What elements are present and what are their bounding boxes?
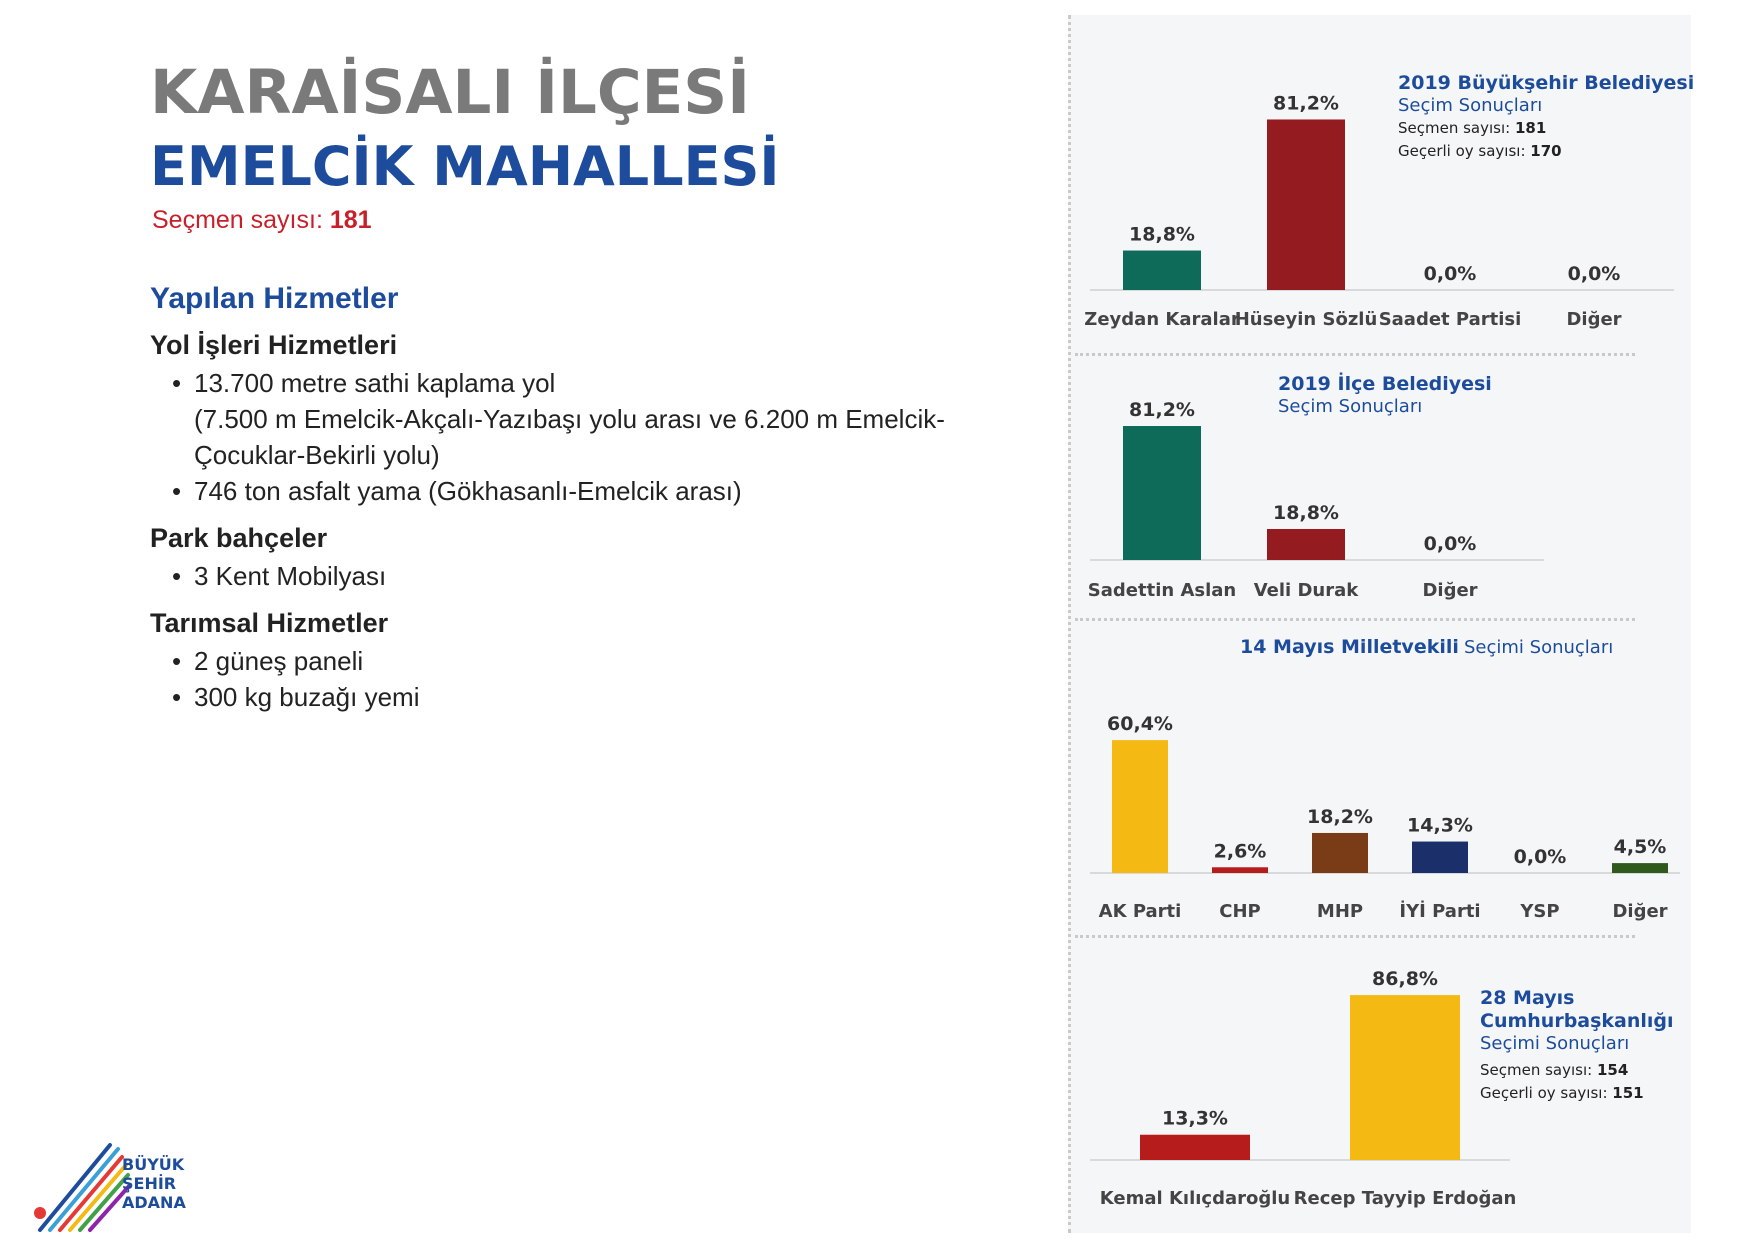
chart-bar bbox=[1140, 1134, 1250, 1160]
services-section: Yapılan Hizmetler Yol İşleri Hizmetleri … bbox=[150, 282, 970, 729]
section-divider bbox=[1075, 618, 1635, 621]
voter-count-value: 181 bbox=[329, 206, 372, 234]
chart-bar bbox=[1123, 426, 1201, 560]
meta-label: Seçmen sayısı: bbox=[1398, 119, 1511, 137]
data-label: 0,0% bbox=[1424, 533, 1477, 555]
category-label: Kemal Kılıçdaroğlu bbox=[1100, 1188, 1290, 1209]
meta-label: Geçerli oy sayısı: bbox=[1398, 142, 1526, 160]
meta-value: 181 bbox=[1514, 119, 1547, 137]
chart-subtitle: Seçimi Sonuçları bbox=[1480, 1033, 1630, 1054]
data-label: 4,5% bbox=[1614, 836, 1667, 858]
logo-line: ADANA bbox=[122, 1193, 186, 1212]
chart-title-text: 28 Mayıs Cumhurbaşkanlığı bbox=[1480, 987, 1674, 1032]
chart-bar bbox=[1312, 832, 1368, 873]
category-label: CHP bbox=[1219, 901, 1260, 922]
chart-bar bbox=[1112, 740, 1168, 873]
chart-caption: 2019 Büyükşehir Belediyesi Seçim Sonuçla… bbox=[1398, 72, 1694, 163]
data-label: 86,8% bbox=[1372, 968, 1438, 990]
chart-bar bbox=[1212, 867, 1268, 873]
data-label: 13,3% bbox=[1162, 1108, 1228, 1130]
service-item-detail: (7.500 m Emelcik-Akçalı-Yazıbaşı yolu ar… bbox=[194, 404, 945, 470]
chart-parliament-may14: 60,4% AK Parti 2,6% CHP 18,2% MHP 14,3% İYİ Par… bbox=[1090, 713, 1680, 922]
meta-value: 151 bbox=[1612, 1084, 1644, 1102]
category-label: YSP bbox=[1519, 901, 1559, 922]
voter-count-label: Seçmen sayısı: bbox=[152, 206, 323, 234]
chart-title: 28 Mayıs Cumhurbaşkanlığı bbox=[1480, 987, 1674, 1033]
chart-subtitle: Seçimi Sonuçları bbox=[1463, 637, 1614, 658]
data-label: 18,2% bbox=[1307, 806, 1373, 828]
meta-value: 154 bbox=[1596, 1061, 1629, 1079]
chart-bar bbox=[1412, 841, 1468, 873]
chart-subtitle: Seçim Sonuçları bbox=[1278, 396, 1423, 417]
chart-meta: Seçmen sayısı: 181 bbox=[1398, 117, 1694, 140]
service-item: 13.700 metre sathi kaplama yol bbox=[150, 365, 970, 401]
service-group-title: Yol İşleri Hizmetleri bbox=[150, 330, 398, 360]
data-label: 81,2% bbox=[1273, 92, 1339, 114]
services-heading: Yapılan Hizmetler bbox=[150, 282, 399, 315]
chart-caption: 28 Mayıs Cumhurbaşkanlığı Seçimi Sonuçla… bbox=[1480, 987, 1674, 1105]
data-label: 0,0% bbox=[1424, 263, 1477, 285]
chart-bar bbox=[1123, 250, 1201, 290]
service-group-park: Park bahçeler 3 Kent Mobilyası bbox=[150, 523, 970, 594]
data-label: 0,0% bbox=[1514, 846, 1567, 868]
data-label: 14,3% bbox=[1407, 815, 1473, 837]
category-label: Saadet Partisi bbox=[1379, 309, 1522, 330]
chart-caption: 14 Mayıs Milletvekili Seçimi Sonuçları bbox=[1240, 636, 1613, 659]
neighborhood-title: EMELCİK MAHALLESİ bbox=[150, 135, 780, 198]
category-label: Veli Durak bbox=[1254, 580, 1360, 601]
section-divider bbox=[1075, 353, 1635, 356]
service-item: 300 kg buzağı yemi bbox=[150, 679, 970, 715]
category-label: İYİ Parti bbox=[1399, 900, 1480, 922]
data-label: 2,6% bbox=[1214, 840, 1267, 862]
category-label: Recep Tayyip Erdoğan bbox=[1294, 1188, 1517, 1209]
data-label: 0,0% bbox=[1568, 263, 1621, 285]
service-item: 746 ton asfalt yama (Gökhasanlı-Emelcik … bbox=[150, 473, 970, 509]
chart-bar bbox=[1267, 528, 1345, 560]
category-label: Diğer bbox=[1422, 580, 1477, 601]
adana-logo-icon bbox=[34, 1143, 132, 1232]
chart-district-2019: 81,2% Sadettin Aslan 18,8% Veli Durak 0,0% Di… bbox=[1088, 399, 1544, 601]
data-label: 18,8% bbox=[1129, 224, 1195, 246]
category-label: Sadettin Aslan bbox=[1088, 580, 1236, 601]
service-group-title: Park bahçeler bbox=[150, 523, 328, 553]
category-label: Diğer bbox=[1612, 901, 1667, 922]
chart-caption: 2019 İlçe Belediyesi Seçim Sonuçları bbox=[1278, 373, 1492, 418]
category-label: Hüseyin Sözlü bbox=[1235, 309, 1378, 330]
service-group-title: Tarımsal Hizmetler bbox=[150, 608, 389, 638]
chart-title: 2019 Büyükşehir Belediyesi bbox=[1398, 72, 1695, 94]
service-group-road: Yol İşleri Hizmetleri 13.700 metre sathi… bbox=[150, 330, 970, 509]
chart-meta: Geçerli oy sayısı: 151 bbox=[1480, 1082, 1650, 1105]
section-divider bbox=[1075, 935, 1635, 938]
chart-meta: Seçmen sayısı: 154 bbox=[1480, 1059, 1650, 1082]
chart-subtitle: Seçim Sonuçları bbox=[1398, 95, 1543, 116]
chart-presidential-may28: 13,3% Kemal Kılıçdaroğlu 86,8% Recep Tayyip… bbox=[1090, 968, 1517, 1209]
chart-title: 2019 İlçe Belediyesi bbox=[1278, 373, 1492, 395]
category-label: MHP bbox=[1317, 901, 1363, 922]
logo-line: BÜYÜK bbox=[122, 1155, 185, 1174]
meta-label: Seçmen sayısı: bbox=[1480, 1061, 1593, 1079]
district-title: KARAİSALI İLÇESİ bbox=[150, 57, 750, 128]
meta-value: 170 bbox=[1530, 142, 1562, 160]
service-item: 2 güneş paneli bbox=[150, 643, 970, 679]
data-label: 18,8% bbox=[1273, 502, 1339, 524]
chart-bar bbox=[1612, 863, 1668, 873]
chart-bar bbox=[1350, 995, 1460, 1160]
category-label: AK Parti bbox=[1099, 901, 1182, 922]
chart-metropolitan-2019: 18,8% Zeydan Karalar 81,2% Hüseyin Sözlü 0,0… bbox=[1084, 92, 1674, 330]
logo-line: ŞEHİR bbox=[122, 1174, 177, 1193]
voter-count: Seçmen sayısı: 181 bbox=[152, 206, 372, 235]
chart-title: 14 Mayıs Milletvekili bbox=[1240, 636, 1459, 658]
chart-meta: Geçerli oy sayısı: 170 bbox=[1398, 140, 1694, 163]
meta-label: Geçerli oy sayısı: bbox=[1480, 1084, 1608, 1102]
data-label: 81,2% bbox=[1129, 399, 1195, 421]
service-item: 3 Kent Mobilyası bbox=[150, 558, 970, 594]
data-label: 60,4% bbox=[1107, 713, 1173, 735]
service-group-agriculture: Tarımsal Hizmetler 2 güneş paneli 300 kg… bbox=[150, 608, 970, 715]
category-label: Zeydan Karalar bbox=[1084, 309, 1240, 330]
category-label: Diğer bbox=[1566, 309, 1621, 330]
chart-bar bbox=[1267, 119, 1345, 290]
logo-wordmark: BÜYÜK ŞEHİR ADANA bbox=[122, 1155, 186, 1212]
